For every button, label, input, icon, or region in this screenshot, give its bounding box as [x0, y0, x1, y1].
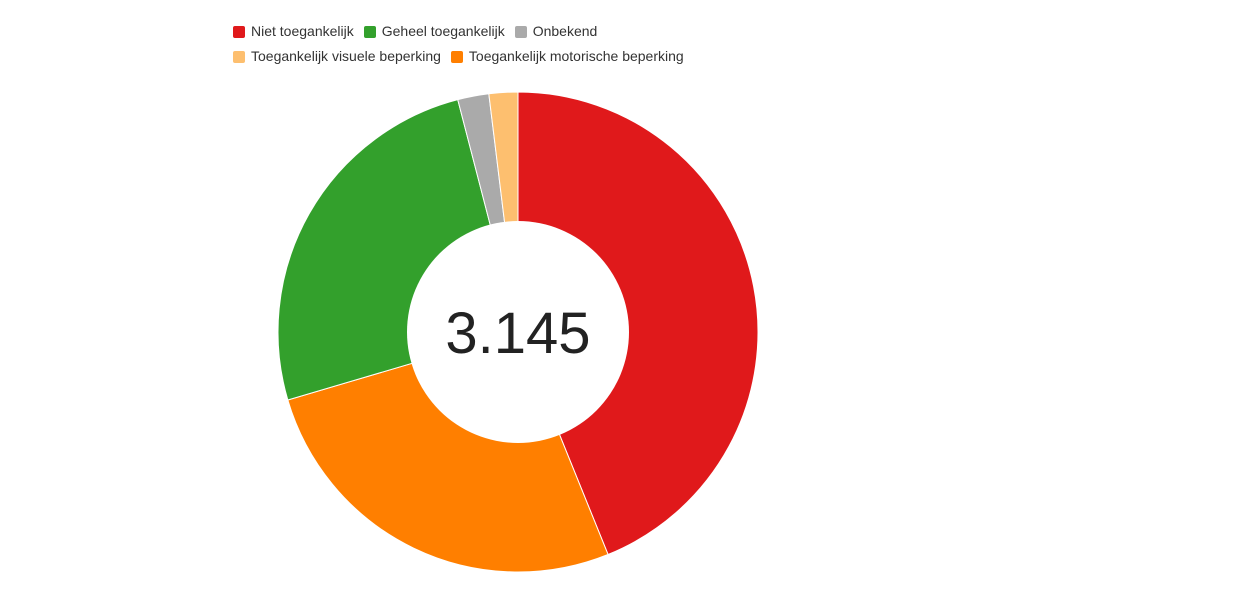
- legend-label: Onbekend: [532, 23, 598, 39]
- legend-swatch: [363, 25, 376, 38]
- legend-item-onbekend[interactable]: Onbekend: [514, 23, 598, 40]
- legend-item-niet-toegankelijk[interactable]: Niet toegankelijk: [233, 23, 354, 40]
- legend-label: Geheel toegankelijk: [381, 23, 505, 39]
- donut-hole: [407, 221, 629, 443]
- chart-legend: Niet toegankelijk Geheel toegankelijk On…: [233, 23, 793, 65]
- legend-swatch: [233, 50, 245, 63]
- legend-label: Toegankelijk visuele beperking: [251, 48, 441, 64]
- legend-item-toegankelijk-motorische-beperking[interactable]: Toegankelijk motorische beperking: [450, 48, 684, 65]
- legend-item-toegankelijk-visuele-beperking[interactable]: Toegankelijk visuele beperking: [233, 48, 441, 65]
- legend-swatch: [233, 25, 245, 38]
- legend-swatch: [450, 50, 463, 63]
- legend-label: Niet toegankelijk: [251, 23, 354, 39]
- legend-label: Toegankelijk motorische beperking: [468, 48, 684, 64]
- donut-slice-niet-toegankelijk[interactable]: [517, 91, 759, 556]
- center-total-label: 3.145: [445, 301, 590, 366]
- legend-item-geheel-toegankelijk[interactable]: Geheel toegankelijk: [363, 23, 505, 40]
- legend-swatch: [514, 25, 527, 38]
